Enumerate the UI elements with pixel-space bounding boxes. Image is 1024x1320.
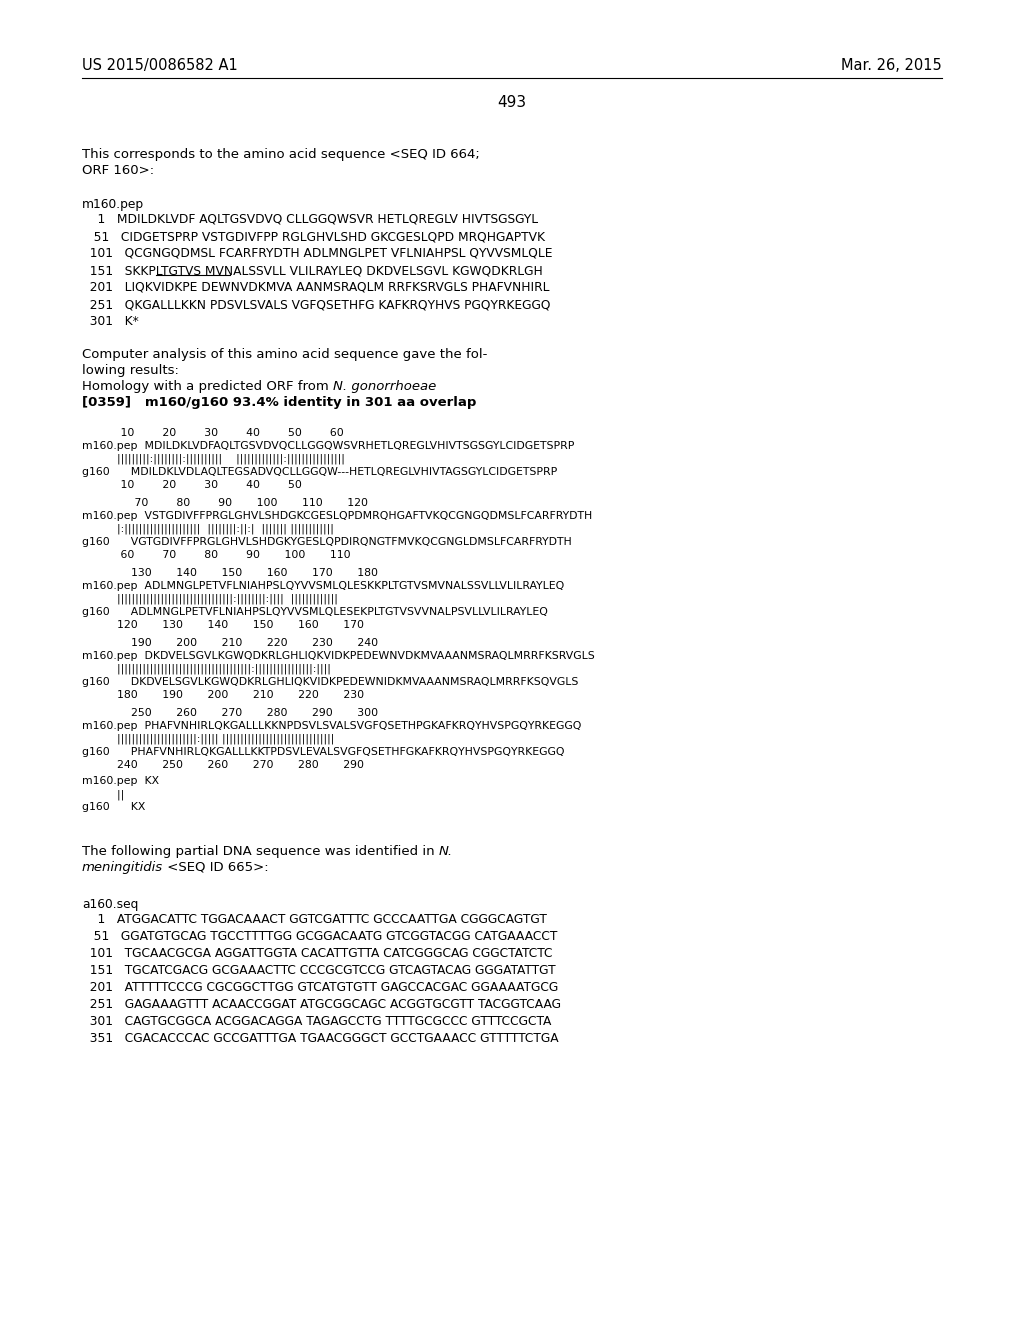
Text: Computer analysis of this amino acid sequence gave the fol-: Computer analysis of this amino acid seq… bbox=[82, 348, 487, 360]
Text: The following partial DNA sequence was identified in: The following partial DNA sequence was i… bbox=[82, 845, 439, 858]
Text: US 2015/0086582 A1: US 2015/0086582 A1 bbox=[82, 58, 238, 73]
Text: meningitidis: meningitidis bbox=[82, 861, 163, 874]
Text: Mar. 26, 2015: Mar. 26, 2015 bbox=[842, 58, 942, 73]
Text: 70        80        90       100       110       120: 70 80 90 100 110 120 bbox=[82, 498, 368, 508]
Text: 1   MDILDKLVDF AQLTGSVDVQ CLLGGQWSVR HETLQREGLV HIVTSGSGYL: 1 MDILDKLVDF AQLTGSVDVQ CLLGGQWSVR HETLQ… bbox=[82, 213, 539, 226]
Text: lowing results:: lowing results: bbox=[82, 364, 179, 378]
Text: [0359]   m160/g160 93.4% identity in 301 aa overlap: [0359] m160/g160 93.4% identity in 301 a… bbox=[82, 396, 476, 409]
Text: ||||||||||||||||||||||:||||| |||||||||||||||||||||||||||||||: ||||||||||||||||||||||:||||| |||||||||||… bbox=[82, 734, 335, 744]
Text: 250       260       270       280       290       300: 250 260 270 280 290 300 bbox=[82, 708, 378, 718]
Text: m160.pep  KX: m160.pep KX bbox=[82, 776, 159, 785]
Text: N.: N. bbox=[439, 845, 453, 858]
Text: g160      DKDVELSGVLKGWQDKRLGHLIQKVIDKPEDEWNIDKMVAAANMSRAQLMRRFKSQVGLS: g160 DKDVELSGVLKGWQDKRLGHLIQKVIDKPEDEWNI… bbox=[82, 677, 579, 686]
Text: 51   CIDGETSPRP VSTGDIVFPP RGLGHVLSHD GKCGESLQPD MRQHGAPTVK: 51 CIDGETSPRP VSTGDIVFPP RGLGHVLSHD GKCG… bbox=[82, 230, 545, 243]
Text: 51   GGATGTGCAG TGCCTTTTGG GCGGACAATG GTCGGTACGG CATGAAACCT: 51 GGATGTGCAG TGCCTTTTGG GCGGACAATG GTCG… bbox=[82, 931, 557, 942]
Text: 101   QCGNGQDMSL FCARFRYDTH ADLMNGLPET VFLNIAHPSL QYVVSMLQLE: 101 QCGNGQDMSL FCARFRYDTH ADLMNGLPET VFL… bbox=[82, 247, 553, 260]
Text: N. gonorrhoeae: N. gonorrhoeae bbox=[333, 380, 436, 393]
Text: This corresponds to the amino acid sequence <SEQ ID 664;: This corresponds to the amino acid seque… bbox=[82, 148, 480, 161]
Text: 130       140       150       160       170       180: 130 140 150 160 170 180 bbox=[82, 568, 378, 578]
Text: g160      MDILDKLVDLAQLTEGSADVQCLLGGQW---HETLQREGLVHIVTAGSGYLCIDGETSPRP: g160 MDILDKLVDLAQLTEGSADVQCLLGGQW---HETL… bbox=[82, 467, 557, 477]
Text: 351   CGACACCCAC GCCGATTTGA TGAACGGGCT GCCTGAAACC GTTTTTCTGA: 351 CGACACCCAC GCCGATTTGA TGAACGGGCT GCC… bbox=[82, 1032, 559, 1045]
Text: 151   SKKPLTGTVS MVNALSSVLL VLILRAYLEQ DKDVELSGVL KGWQDKRLGH: 151 SKKPLTGTVS MVNALSSVLL VLILRAYLEQ DKD… bbox=[82, 264, 543, 277]
Text: g160      ADLMNGLPETVFLNIAHPSLQYVVSMLQLESEKPLTGTVSVVNALPSVLLVLILRAYLEQ: g160 ADLMNGLPETVFLNIAHPSLQYVVSMLQLESEKPL… bbox=[82, 607, 548, 616]
Text: 251   GAGAAAGTTT ACAACCGGAT ATGCGGCAGC ACGGTGCGTT TACGGTCAAG: 251 GAGAAAGTTT ACAACCGGAT ATGCGGCAGC ACG… bbox=[82, 998, 561, 1011]
Text: 251   QKGALLLKKN PDSVLSVALS VGFQSETHFG KAFKRQYHVS PGQYRKEGGQ: 251 QKGALLLKKN PDSVLSVALS VGFQSETHFG KAF… bbox=[82, 298, 551, 312]
Text: g160      KX: g160 KX bbox=[82, 803, 145, 812]
Text: 190       200       210       220       230       240: 190 200 210 220 230 240 bbox=[82, 638, 378, 648]
Text: 101   TGCAACGCGA AGGATTGGTA CACATTGTTA CATCGGGCAG CGGCTATCTC: 101 TGCAACGCGA AGGATTGGTA CACATTGTTA CAT… bbox=[82, 946, 553, 960]
Text: 151   TGCATCGACG GCGAAACTTC CCCGCGTCCG GTCAGTACAG GGGATATTGT: 151 TGCATCGACG GCGAAACTTC CCCGCGTCCG GTC… bbox=[82, 964, 556, 977]
Text: 201   LIQKVIDKPE DEWNVDKMVA AANMSRAQLM RRFKSRVGLS PHAFVNHIRL: 201 LIQKVIDKPE DEWNVDKMVA AANMSRAQLM RRF… bbox=[82, 281, 550, 294]
Text: 180       190       200       210       220       230: 180 190 200 210 220 230 bbox=[82, 690, 365, 700]
Text: <SEQ ID 665>:: <SEQ ID 665>: bbox=[163, 861, 268, 874]
Text: m160.pep  VSTGDIVFFPRGLGHVLSHDGKCGESLQPDMRQHGAFTVKQCGNGQDMSLFCARFRYDTH: m160.pep VSTGDIVFFPRGLGHVLSHDGKCGESLQPDM… bbox=[82, 511, 592, 521]
Text: 120       130       140       150       160       170: 120 130 140 150 160 170 bbox=[82, 620, 364, 630]
Text: 301   K*: 301 K* bbox=[82, 315, 138, 327]
Text: |||||||||:||||||||:||||||||||    |||||||||||||:||||||||||||||||: |||||||||:||||||||:|||||||||| ||||||||||… bbox=[82, 454, 345, 465]
Text: g160      PHAFVNHIRLQKGALLLKKTPDSVLEVALSVGFQSETHFGKAFKRQYHVSPGQYRKEGGQ: g160 PHAFVNHIRLQKGALLLKKTPDSVLEVALSVGFQS… bbox=[82, 747, 564, 756]
Text: 60        70        80        90       100       110: 60 70 80 90 100 110 bbox=[82, 550, 350, 560]
Text: 10        20        30        40        50        60: 10 20 30 40 50 60 bbox=[82, 428, 344, 438]
Text: 201   ATTTTTCCCG CGCGGCTTGG GTCATGTGTT GAGCCACGAC GGAAAATGCG: 201 ATTTTTCCCG CGCGGCTTGG GTCATGTGTT GAG… bbox=[82, 981, 558, 994]
Text: Homology with a predicted ORF from: Homology with a predicted ORF from bbox=[82, 380, 333, 393]
Text: |||||||||||||||||||||||||||||||||||||:||||||||||||||||:||||: |||||||||||||||||||||||||||||||||||||:||… bbox=[82, 664, 331, 675]
Text: 493: 493 bbox=[498, 95, 526, 110]
Text: m160.pep  PHAFVNHIRLQKGALLLKKNPDSVLSVALSVGFQSETHPGKAFKRQYHVSPGQYRKEGGQ: m160.pep PHAFVNHIRLQKGALLLKKNPDSVLSVALSV… bbox=[82, 721, 582, 731]
Text: m160.pep  MDILDKLVDFAQLTGSVDVQCLLGGQWSVRHETLQREGLVHIVTSGSGYLCIDGETSPRP: m160.pep MDILDKLVDFAQLTGSVDVQCLLGGQWSVRH… bbox=[82, 441, 574, 451]
Text: |:|||||||||||||||||||||  ||||||||:||:|  ||||||| ||||||||||||: |:||||||||||||||||||||| ||||||||:||:| ||… bbox=[82, 524, 334, 535]
Text: 10        20        30        40        50: 10 20 30 40 50 bbox=[82, 480, 302, 490]
Text: m160.pep: m160.pep bbox=[82, 198, 144, 211]
Text: a160.seq: a160.seq bbox=[82, 898, 138, 911]
Text: g160      VGTGDIVFFPRGLGHVLSHDGKYGESLQPDIRQNGTFMVKQCGNGLDMSLFCARFRYDTH: g160 VGTGDIVFFPRGLGHVLSHDGKYGESLQPDIRQNG… bbox=[82, 537, 571, 546]
Text: 240       250       260       270       280       290: 240 250 260 270 280 290 bbox=[82, 760, 364, 770]
Text: m160.pep  ADLMNGLPETVFLNIAHPSLQYVVSMLQLESKKPLTGTVSMVNALSSVLLVLILRAYLEQ: m160.pep ADLMNGLPETVFLNIAHPSLQYVVSMLQLES… bbox=[82, 581, 564, 591]
Text: ORF 160>:: ORF 160>: bbox=[82, 164, 155, 177]
Text: m160.pep  DKDVELSGVLKGWQDKRLGHLIQKVIDKPEDEWNVDKMVAAANMSRAQLMRRFKSRVGLS: m160.pep DKDVELSGVLKGWQDKRLGHLIQKVIDKPED… bbox=[82, 651, 595, 661]
Text: ||: || bbox=[82, 789, 124, 800]
Text: 1   ATGGACATTC TGGACAAACT GGTCGATTTC GCCCAATTGA CGGGCAGTGT: 1 ATGGACATTC TGGACAAACT GGTCGATTTC GCCCA… bbox=[82, 913, 547, 927]
Text: 301   CAGTGCGGCA ACGGACAGGA TAGAGCCTG TTTTGCGCCC GTTTCCGCTA: 301 CAGTGCGGCA ACGGACAGGA TAGAGCCTG TTTT… bbox=[82, 1015, 551, 1028]
Text: ||||||||||||||||||||||||||||||||:||||||||:||||  |||||||||||||: ||||||||||||||||||||||||||||||||:|||||||… bbox=[82, 594, 338, 605]
